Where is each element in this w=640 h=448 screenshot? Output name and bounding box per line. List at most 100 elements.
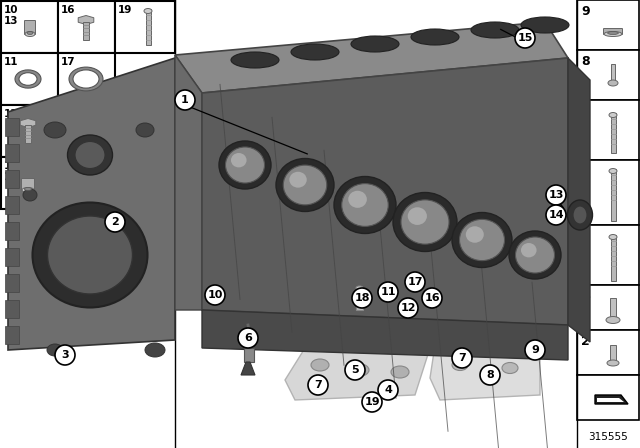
Bar [356, 288, 363, 310]
Text: 9: 9 [531, 345, 539, 355]
Bar [5, 118, 19, 136]
Ellipse shape [607, 360, 619, 366]
Polygon shape [241, 362, 255, 375]
Bar [1, 53, 58, 105]
Bar [577, 330, 639, 375]
Ellipse shape [460, 220, 504, 261]
Ellipse shape [568, 200, 593, 230]
Text: 13: 13 [548, 190, 564, 200]
Circle shape [378, 282, 398, 302]
Circle shape [546, 185, 566, 205]
Bar [1, 157, 58, 209]
Bar [5, 144, 19, 162]
FancyBboxPatch shape [604, 29, 623, 34]
Ellipse shape [609, 112, 617, 117]
Bar [5, 326, 19, 344]
Circle shape [398, 298, 418, 318]
Ellipse shape [521, 243, 536, 258]
Ellipse shape [573, 206, 587, 224]
Text: 11: 11 [4, 57, 19, 67]
Ellipse shape [509, 231, 561, 279]
Bar [577, 160, 639, 225]
Ellipse shape [225, 147, 264, 183]
Ellipse shape [351, 36, 399, 52]
Ellipse shape [67, 135, 113, 175]
Circle shape [105, 212, 125, 232]
Text: 2: 2 [581, 335, 589, 348]
Bar [611, 169, 616, 221]
Bar [577, 100, 639, 160]
Circle shape [352, 288, 372, 308]
Circle shape [175, 90, 195, 110]
Ellipse shape [502, 362, 518, 374]
Ellipse shape [411, 29, 459, 45]
Text: 19: 19 [118, 5, 132, 15]
Bar [611, 113, 616, 153]
Bar [5, 248, 19, 266]
Circle shape [546, 205, 566, 225]
Bar [5, 274, 19, 292]
Circle shape [422, 288, 442, 308]
Bar [611, 64, 615, 84]
Text: 3: 3 [61, 350, 69, 360]
Text: 14: 14 [548, 210, 564, 220]
Ellipse shape [408, 207, 427, 225]
Bar [5, 222, 19, 240]
Ellipse shape [25, 31, 35, 36]
Bar [577, 225, 639, 285]
Polygon shape [430, 345, 540, 400]
Polygon shape [175, 55, 202, 310]
Text: 6: 6 [244, 333, 252, 343]
Bar [1, 105, 58, 157]
Ellipse shape [22, 188, 34, 193]
Circle shape [205, 285, 225, 305]
Ellipse shape [27, 31, 33, 34]
Circle shape [480, 365, 500, 385]
Text: 3: 3 [581, 230, 589, 243]
Bar [145, 9, 150, 45]
Text: 15: 15 [517, 33, 532, 43]
Ellipse shape [69, 67, 103, 91]
FancyBboxPatch shape [22, 178, 35, 190]
Circle shape [525, 340, 545, 360]
Bar [610, 298, 616, 320]
Ellipse shape [19, 73, 37, 85]
Ellipse shape [452, 212, 512, 267]
Ellipse shape [73, 70, 99, 88]
Polygon shape [595, 395, 628, 404]
Text: 8: 8 [486, 370, 494, 380]
Bar [611, 235, 616, 281]
Ellipse shape [393, 193, 457, 251]
Ellipse shape [391, 366, 409, 378]
Bar [1, 1, 58, 53]
Text: 7: 7 [581, 105, 589, 118]
Polygon shape [202, 310, 568, 360]
Circle shape [308, 375, 328, 395]
Circle shape [55, 345, 75, 365]
Text: 16: 16 [61, 5, 76, 15]
Ellipse shape [276, 159, 334, 211]
Ellipse shape [33, 202, 147, 307]
Ellipse shape [284, 165, 327, 205]
Circle shape [452, 348, 472, 368]
Bar [25, 125, 31, 143]
Bar [83, 22, 89, 40]
Ellipse shape [145, 343, 165, 357]
Ellipse shape [231, 153, 246, 168]
Bar [58, 53, 115, 105]
Text: 4: 4 [384, 385, 392, 395]
Ellipse shape [401, 200, 449, 244]
Circle shape [515, 28, 535, 48]
Ellipse shape [24, 188, 31, 190]
Text: 12: 12 [400, 303, 416, 313]
Ellipse shape [471, 22, 519, 38]
Text: 12: 12 [4, 109, 19, 119]
Polygon shape [285, 340, 430, 400]
Ellipse shape [515, 237, 554, 273]
Ellipse shape [15, 70, 41, 88]
Ellipse shape [23, 189, 37, 201]
Ellipse shape [466, 226, 484, 243]
Circle shape [238, 328, 258, 348]
Bar [244, 348, 254, 362]
Text: 18: 18 [355, 293, 370, 303]
